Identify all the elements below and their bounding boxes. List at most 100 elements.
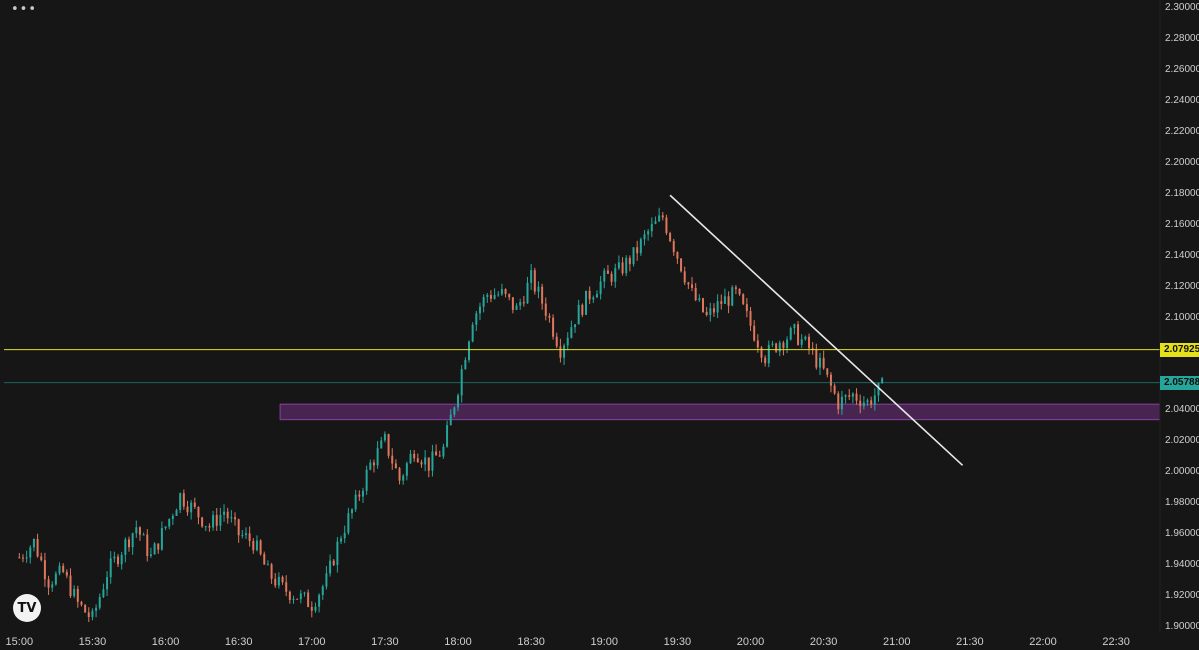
descending-trendline[interactable] (669, 194, 964, 466)
candle (873, 388, 876, 411)
candle (248, 526, 251, 547)
candle (804, 335, 807, 341)
candle (193, 497, 196, 509)
support-zone[interactable] (279, 403, 1161, 421)
candle-body (435, 451, 438, 456)
candle-body (574, 324, 577, 328)
candle (354, 489, 357, 512)
candle (383, 431, 386, 443)
resistance-price-tag: 2.07925 (1160, 342, 1199, 357)
candle (449, 409, 452, 426)
candle-body (204, 526, 207, 528)
candle-body (760, 347, 763, 358)
candle-body (332, 560, 335, 566)
candle-body (299, 593, 302, 600)
candle (811, 342, 814, 355)
candle (54, 571, 57, 586)
candle (226, 507, 229, 524)
price-tick-label: 2.30000 (1165, 2, 1199, 13)
candle (669, 231, 672, 243)
candle-body (369, 462, 372, 470)
candle (102, 583, 105, 598)
candle-body (731, 287, 734, 306)
candle-body (113, 556, 116, 559)
candle (336, 537, 339, 573)
candle (36, 533, 39, 558)
candle-body (446, 425, 449, 447)
candle-body (87, 612, 90, 618)
candle-body (215, 515, 218, 526)
candle (570, 320, 573, 339)
time-tick-label: 17:00 (298, 636, 326, 648)
candle-body (500, 289, 503, 295)
more-dots-icon[interactable]: ••• (11, 2, 38, 17)
candle (190, 500, 193, 520)
candle (171, 513, 174, 526)
candle (650, 217, 653, 238)
candle-body (259, 540, 262, 555)
tradingview-logo-icon[interactable]: TV (13, 594, 41, 622)
candle-body (347, 513, 350, 533)
candle (716, 294, 719, 319)
candle (365, 465, 368, 495)
candle (201, 516, 204, 528)
candle-body (182, 493, 185, 507)
candle-body (701, 298, 704, 313)
candle-body (73, 588, 76, 597)
candle-body (475, 313, 478, 325)
candle-body (186, 506, 189, 513)
candle-body (288, 591, 291, 600)
candle-body (610, 273, 613, 282)
candle-body (405, 463, 408, 476)
candle-body (800, 339, 803, 345)
candle-body (391, 455, 394, 464)
trendline-layer[interactable] (669, 194, 964, 466)
price-tick-label: 1.96000 (1165, 528, 1199, 540)
candle (683, 266, 686, 286)
candle-body (851, 393, 854, 397)
candle-body (833, 385, 836, 394)
candle-body (266, 564, 269, 566)
candle (135, 520, 138, 538)
candle-body (658, 215, 661, 222)
candle-body (438, 455, 441, 457)
candle-body (292, 598, 295, 600)
candle (347, 507, 350, 535)
candle (859, 394, 862, 414)
candle-body (365, 469, 368, 491)
candle-body (855, 393, 858, 401)
candle (340, 535, 343, 545)
candle-body (515, 305, 518, 310)
candle (870, 396, 873, 409)
candle (131, 532, 134, 555)
candle-body (526, 282, 529, 304)
price-tick-label: 2.16000 (1165, 218, 1199, 230)
price-tick-label: 2.10000 (1165, 311, 1199, 323)
candle (647, 228, 650, 241)
candle (665, 214, 668, 236)
candle (866, 398, 869, 406)
candle-body (687, 282, 690, 285)
candle (153, 542, 156, 555)
candle (372, 459, 375, 473)
candle-body (486, 294, 489, 297)
candle (18, 553, 21, 559)
candle (427, 457, 430, 478)
candle (822, 350, 825, 370)
candle-body (537, 286, 540, 292)
candle-body (753, 325, 756, 341)
candle (851, 392, 854, 404)
time-tick-label: 18:30 (517, 636, 545, 648)
candle-body (361, 490, 364, 497)
candle-body (387, 434, 390, 456)
candle-body (277, 576, 280, 586)
candle-body (804, 336, 807, 340)
candle (212, 510, 215, 531)
candle (416, 453, 419, 463)
candle-body (329, 560, 332, 574)
candle (767, 340, 770, 368)
candle-body (592, 297, 595, 300)
candle-body (862, 402, 865, 407)
candle (672, 238, 675, 256)
